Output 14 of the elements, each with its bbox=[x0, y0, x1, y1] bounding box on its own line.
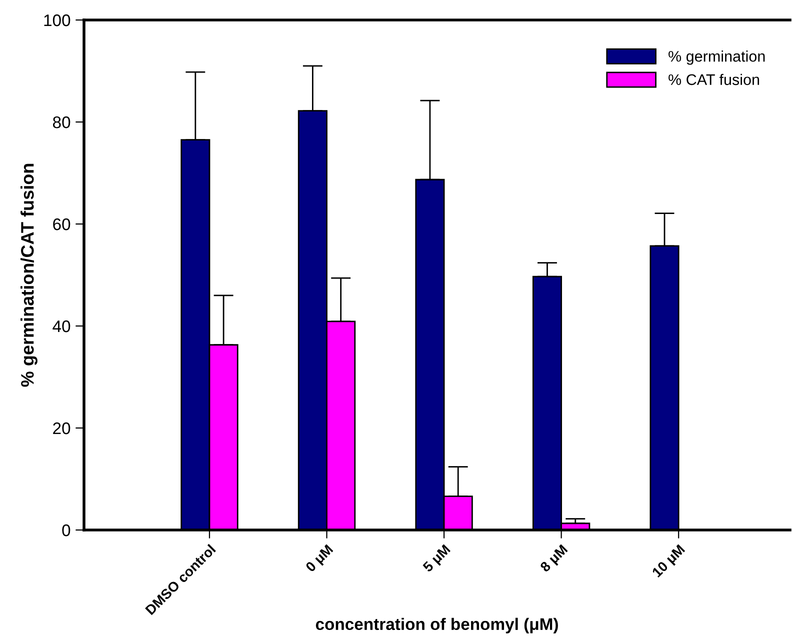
x-tick-label: 0 μM bbox=[305, 544, 336, 574]
y-tick-label: 40 bbox=[52, 320, 70, 332]
y-tick-label: 0 bbox=[62, 524, 70, 536]
x-axis-title: concentration of benomyl (μM) bbox=[316, 618, 558, 634]
x-tick-label: 10 μM bbox=[652, 544, 688, 580]
y-tick-label: 60 bbox=[53, 218, 70, 230]
x-tick-label: 5 μM bbox=[422, 544, 452, 574]
legend-label: % germination bbox=[668, 50, 765, 65]
y-tick-label: 100 bbox=[44, 14, 70, 26]
y-axis-title: % germination/CAT fusion bbox=[20, 164, 38, 387]
y-tick-label: 80 bbox=[52, 116, 70, 128]
legend-label: % CAT fusion bbox=[668, 74, 760, 86]
y-tick-label: 20 bbox=[53, 422, 70, 434]
x-tick-label: 8 μM bbox=[540, 544, 570, 574]
